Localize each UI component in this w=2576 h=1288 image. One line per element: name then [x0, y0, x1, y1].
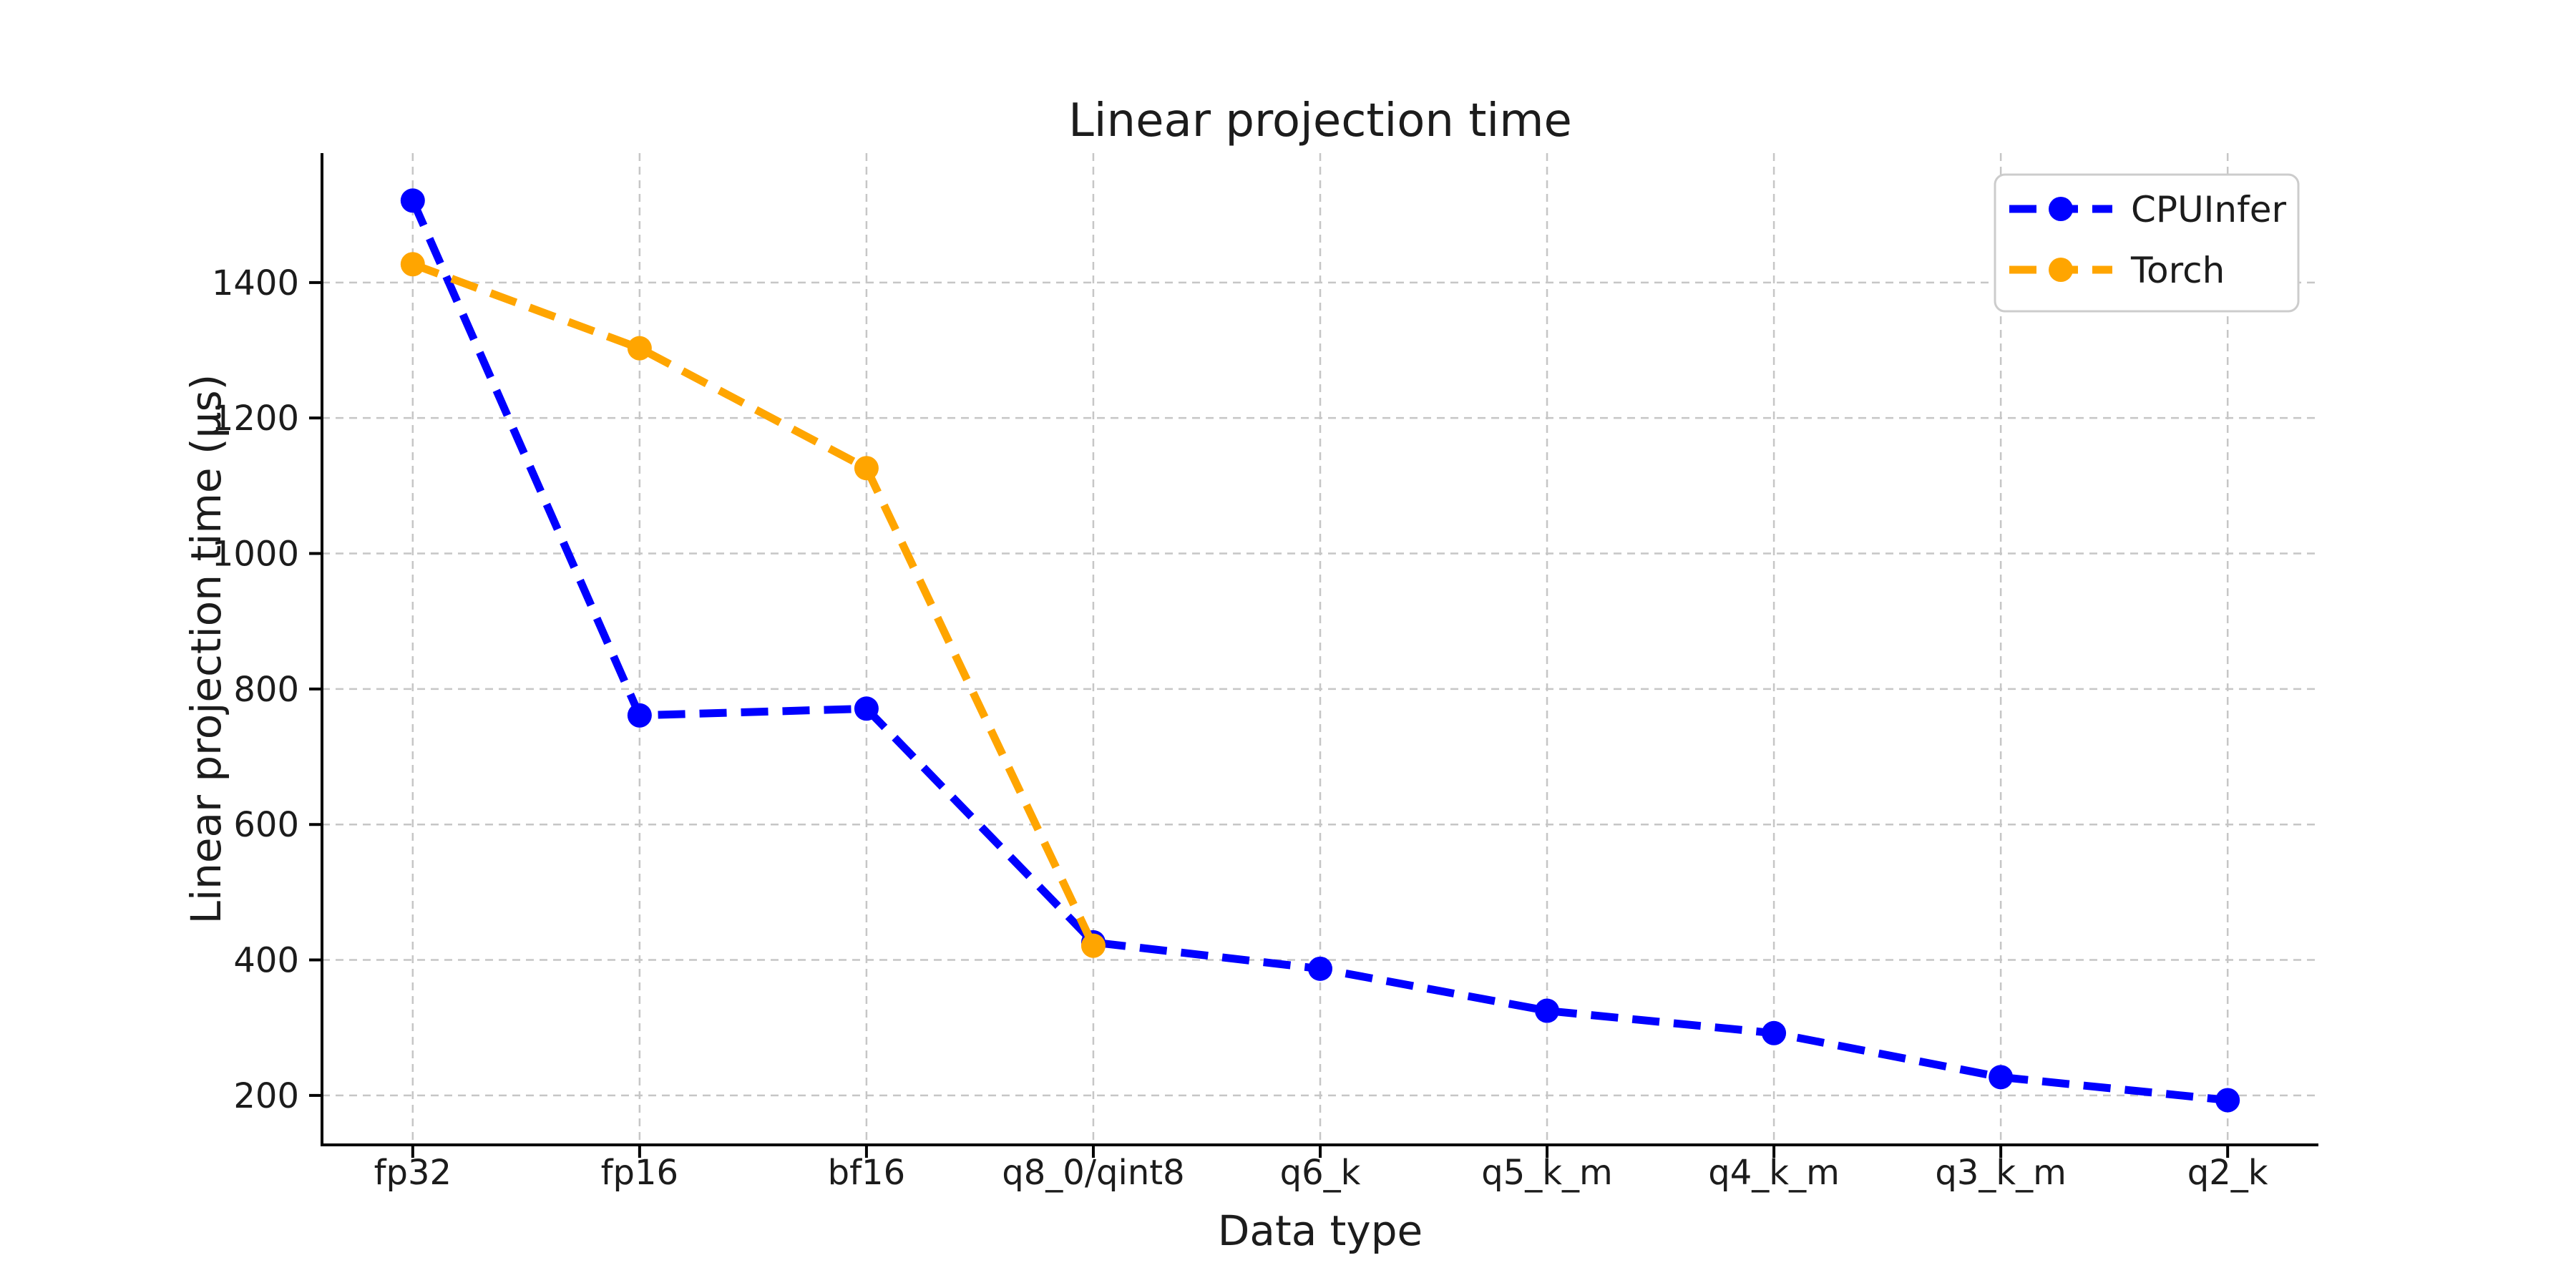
data-point-marker-torch [854, 456, 879, 481]
y-tick-label: 600 [233, 805, 299, 845]
x-axis-label: Data type [1218, 1206, 1423, 1255]
legend-marker [2049, 258, 2073, 282]
data-point-marker-cpuinfer [1762, 1020, 1787, 1045]
y-tick-label: 1200 [212, 399, 299, 439]
legend-label: CPUInfer [2131, 189, 2286, 230]
data-point-marker-torch [1080, 933, 1106, 958]
axis-layer [309, 153, 2318, 1158]
x-tick-label: fp16 [601, 1153, 678, 1193]
x-tick-label: q2_k [2187, 1153, 2268, 1193]
data-point-marker-cpuinfer [1535, 998, 1560, 1023]
data-point-marker-cpuinfer [854, 696, 879, 721]
legend-label: Torch [2130, 250, 2225, 291]
grid-layer [322, 153, 2318, 1145]
x-tick-label: q5_k_m [1481, 1153, 1613, 1193]
x-tick-label: q8_0/qint8 [1002, 1153, 1184, 1193]
data-point-marker-torch [400, 252, 425, 277]
legend-marker [2049, 197, 2073, 221]
series-layer [400, 188, 2240, 1113]
tick-label-layer: 200 400 600 800 1000 1200 1400 fp32 fp16 bf16 q8_0… [212, 263, 2268, 1193]
y-tick-label: 400 [233, 941, 299, 981]
y-tick-label: 200 [233, 1076, 299, 1116]
x-tick-label: q3_k_m [1935, 1153, 2067, 1193]
x-tick-label: bf16 [828, 1153, 905, 1193]
x-tick-label: q4_k_m [1708, 1153, 1840, 1193]
y-tick-label: 1000 [212, 535, 299, 575]
data-point-marker-cpuinfer [627, 703, 652, 728]
x-tick-label: q6_k [1280, 1153, 1361, 1193]
data-point-marker-torch [627, 336, 652, 361]
series-line-torch [411, 260, 1097, 948]
y-tick-label: 1400 [212, 263, 299, 303]
legend: CPUInfer Torch [1994, 173, 2300, 313]
x-tick-label: fp32 [374, 1153, 452, 1193]
data-point-marker-cpuinfer [1989, 1065, 2014, 1090]
y-tick-label: 800 [233, 670, 299, 710]
data-point-marker-cpuinfer [1308, 956, 1332, 981]
data-point-marker-cpuinfer [400, 188, 425, 213]
y-axis-label: Linear projection time (µs) [182, 374, 230, 924]
data-point-marker-cpuinfer [2215, 1088, 2240, 1113]
chart-title: Linear projection time [1068, 94, 1572, 147]
